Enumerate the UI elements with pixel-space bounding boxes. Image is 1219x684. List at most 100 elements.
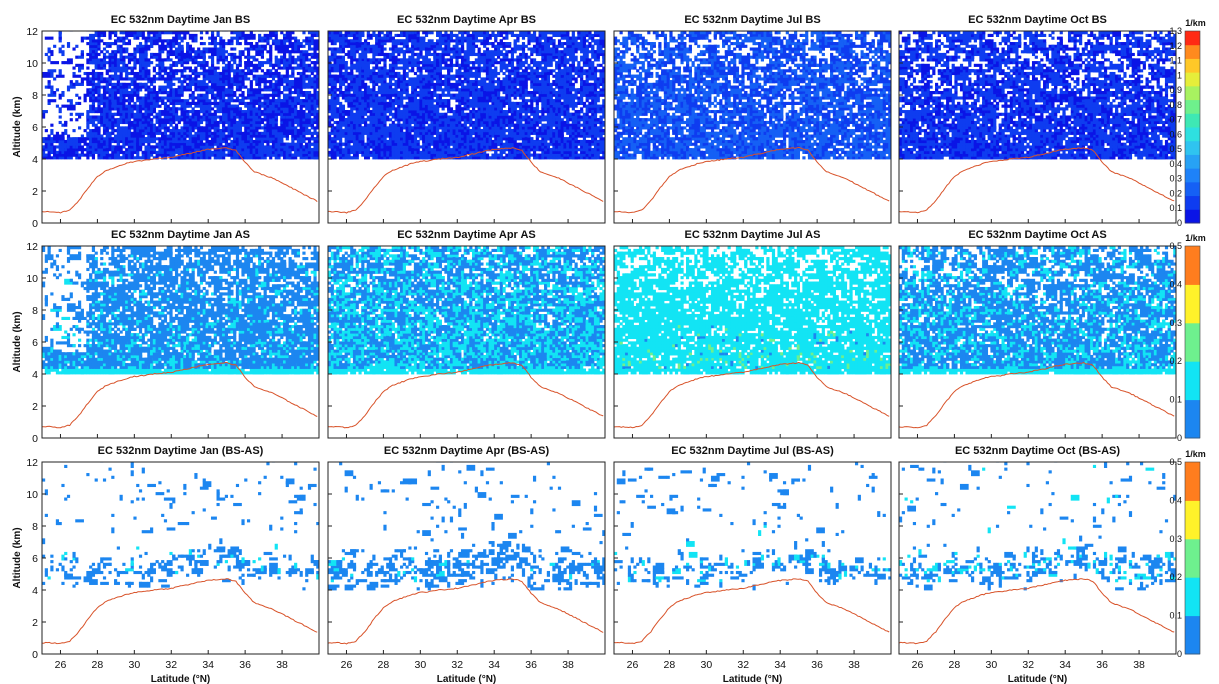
colorbar-segment — [1185, 322, 1200, 362]
colorbar-segment — [1185, 31, 1200, 46]
y-tick-label: 10 — [26, 58, 38, 70]
x-tick-label: 36 — [525, 659, 537, 671]
y-tick-label: 0 — [32, 433, 38, 445]
x-tick-label: 28 — [664, 659, 676, 671]
x-tick-label: 38 — [562, 659, 574, 671]
x-axis-label: Latitude (°N) — [151, 674, 211, 684]
colorbar-unit: 1/km — [1185, 449, 1206, 459]
extinction-heatmap — [328, 462, 605, 591]
extinction-heatmap — [899, 31, 1176, 160]
extinction-heatmap — [614, 31, 891, 160]
colorbar-tick-label: 0.6 — [1169, 129, 1182, 139]
colorbar-tick-label: 0.1 — [1169, 203, 1182, 213]
panel-title: EC 532nm Daytime Jul (BS-AS) — [671, 445, 834, 457]
panel-oct-bs-as: EC 532nm Daytime Oct (BS-AS) 26 28 30 32 34 36… — [898, 445, 1177, 684]
colorbar-segment — [1185, 361, 1200, 401]
x-tick-label: 26 — [912, 659, 924, 671]
panel-title: EC 532nm Daytime Jan BS — [111, 14, 250, 26]
x-tick-label: 30 — [128, 659, 140, 671]
y-axis-label: Altitude (km) — [12, 527, 23, 588]
x-tick-label: 34 — [488, 659, 500, 671]
colorbar-segment — [1185, 246, 1200, 285]
x-axis-label: Latitude (°N) — [723, 674, 783, 684]
colorbar-segment — [1185, 209, 1200, 224]
colorbar-tick-label: 0.1 — [1169, 611, 1182, 621]
colorbar-tick-label: 0.5 — [1169, 144, 1182, 154]
colorbar-segment — [1185, 85, 1200, 101]
y-tick-label: 8 — [32, 90, 38, 102]
colorbar-frame — [1184, 30, 1201, 224]
colorbar-segment — [1185, 500, 1200, 540]
y-tick-label: 12 — [26, 457, 38, 469]
colorbar-tick-label: 0.7 — [1169, 115, 1182, 125]
colorbar-tick-label: 0.3 — [1169, 534, 1182, 544]
extinction-heatmap — [42, 31, 319, 160]
colorbar-segment — [1185, 399, 1200, 439]
x-tick-label: 32 — [737, 659, 749, 671]
colorbar-segment — [1185, 72, 1200, 87]
extinction-heatmap — [614, 246, 891, 375]
y-tick-label: 0 — [32, 649, 38, 661]
panel-title: EC 532nm Daytime Oct AS — [968, 229, 1106, 241]
y-tick-label: 10 — [26, 273, 38, 285]
x-tick-label: 28 — [949, 659, 961, 671]
panel-title: EC 532nm Daytime Apr AS — [397, 229, 536, 241]
colorbar-tick-label: 0.3 — [1169, 174, 1182, 184]
colorbar-frame — [1184, 245, 1201, 439]
y-tick-label: 12 — [26, 241, 38, 253]
colorbar-segment — [1185, 181, 1200, 197]
x-tick-label: 36 — [1096, 659, 1108, 671]
terrain-line — [898, 361, 1175, 429]
colorbar-unit: 1/km — [1185, 18, 1206, 28]
colorbar-segment — [1185, 154, 1200, 169]
colorbar-tick-label: 0 — [1177, 218, 1182, 228]
colorbar-tick-label: 0.2 — [1169, 188, 1182, 198]
y-tick-label: 2 — [32, 186, 38, 198]
terrain-line — [41, 147, 318, 214]
panel-apr-as: EC 532nm Daytime Apr AS — [327, 229, 606, 439]
y-tick-label: 8 — [32, 521, 38, 533]
colorbar-tick-label: 0 — [1177, 433, 1182, 443]
y-axis-label: Altitude (km) — [12, 311, 23, 372]
colorbar-frame — [1184, 461, 1201, 655]
terrain-line — [328, 147, 604, 214]
y-tick-label: 10 — [26, 489, 38, 501]
x-tick-label: 32 — [165, 659, 177, 671]
colorbar-tick-label: 0.4 — [1169, 495, 1182, 505]
y-tick-label: 4 — [32, 585, 38, 597]
terrain-line — [613, 361, 890, 429]
y-tick-label: 4 — [32, 154, 38, 166]
panel-title: EC 532nm Daytime Apr BS — [397, 14, 536, 26]
panel-jul-bs: EC 532nm Daytime Jul BS — [613, 14, 892, 224]
terrain-line — [327, 578, 604, 645]
colorbar-segment — [1185, 577, 1200, 617]
colorbar-segment — [1185, 44, 1200, 59]
colorbar-bs-as: 1/km 0 0.1 0.2 0.3 0.4 0.5 — [1169, 449, 1205, 659]
panel-apr-bs: EC 532nm Daytime Apr BS — [327, 14, 606, 224]
colorbar-tick-label: 0.5 — [1169, 457, 1182, 467]
panel-jan-as: EC 532nm Daytime Jan AS 0 2 4 6 8 10 12 Altitude… — [12, 229, 320, 445]
panel-title: EC 532nm Daytime Oct BS — [968, 14, 1107, 26]
colorbar-bs: 1/km 0 0.1 0.2 0.3 0.4 0.5 0.6 0.7 0.8 0.9 1 1.1 1.2 1… — [1169, 18, 1205, 228]
colorbar-tick-label: 0.4 — [1169, 279, 1182, 289]
extinction-heatmap — [614, 462, 891, 591]
terrain-line — [614, 146, 890, 214]
colorbar-segment — [1185, 615, 1200, 655]
colorbar-as: 1/km 0 0.1 0.2 0.3 0.4 0.5 — [1169, 233, 1205, 443]
terrain-line — [327, 362, 604, 429]
x-tick-label: 36 — [239, 659, 251, 671]
x-tick-label: 38 — [276, 659, 288, 671]
x-axis-label: Latitude (°N) — [1008, 674, 1068, 684]
panel-oct-as: EC 532nm Daytime Oct AS — [898, 229, 1177, 439]
x-tick-label: 30 — [985, 659, 997, 671]
colorbar-tick-label: 1.1 — [1169, 56, 1182, 66]
colorbar-tick-label: 0.8 — [1169, 100, 1182, 110]
colorbar-segment — [1185, 538, 1200, 578]
x-tick-label: 32 — [451, 659, 463, 671]
extinction-heatmap — [328, 246, 605, 375]
y-tick-label: 6 — [32, 553, 38, 565]
x-tick-label: 36 — [811, 659, 823, 671]
terrain-line — [41, 578, 318, 645]
colorbar-segment — [1185, 113, 1200, 128]
